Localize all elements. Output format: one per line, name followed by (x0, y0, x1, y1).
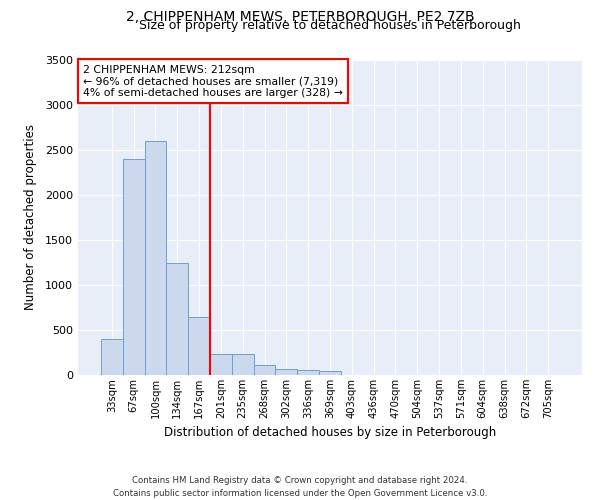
Bar (210, 354, 232, 375)
Y-axis label: Number of detached properties: Number of detached properties (23, 124, 37, 310)
Text: 2 CHIPPENHAM MEWS: 212sqm
← 96% of detached houses are smaller (7,319)
4% of sem: 2 CHIPPENHAM MEWS: 212sqm ← 96% of detac… (83, 64, 343, 98)
Title: Size of property relative to detached houses in Peterborough: Size of property relative to detached ho… (139, 20, 521, 32)
Bar (254, 365, 275, 375)
Bar (188, 316, 210, 375)
Bar (232, 354, 254, 375)
X-axis label: Distribution of detached houses by size in Peterborough: Distribution of detached houses by size … (164, 426, 496, 440)
Bar (319, 370, 341, 375)
Bar (123, 159, 145, 375)
Bar (275, 369, 297, 375)
Text: 2, CHIPPENHAM MEWS, PETERBOROUGH, PE2 7ZB: 2, CHIPPENHAM MEWS, PETERBOROUGH, PE2 7Z… (125, 10, 475, 24)
Bar (145, 141, 166, 375)
Text: Contains HM Land Registry data © Crown copyright and database right 2024.
Contai: Contains HM Land Registry data © Crown c… (113, 476, 487, 498)
Bar (166, 262, 188, 375)
Bar (101, 339, 123, 375)
Bar (297, 370, 319, 375)
